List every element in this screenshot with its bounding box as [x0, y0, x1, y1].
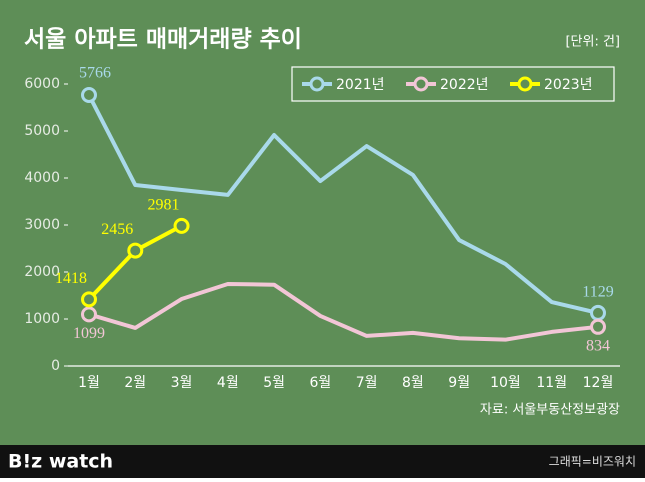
x-tick-label: 5월	[263, 375, 285, 391]
footer-bar	[0, 445, 645, 478]
legend-box	[291, 66, 615, 102]
x-tick-label: 1월	[78, 375, 100, 391]
point-marker	[81, 306, 97, 323]
data-label: 1129	[582, 284, 613, 301]
chart-title: 서울 아파트 매매거래량 추이	[24, 27, 302, 53]
point-marker	[173, 217, 190, 234]
series-line	[88, 281, 599, 342]
point-marker	[127, 242, 144, 259]
x-tick-label: 6월	[309, 375, 331, 391]
data-label: 5766	[79, 65, 111, 82]
series-line	[87, 94, 599, 315]
unit-note: [단위: 건]	[565, 35, 620, 50]
x-tick-label: 3월	[171, 375, 193, 391]
y-tick-label: 3000	[24, 217, 60, 233]
y-tick-label: 4000	[24, 170, 60, 186]
x-tick-label: 2월	[124, 375, 146, 391]
x-tick-label: 4월	[217, 375, 239, 391]
source: 자료: 서울부동산정보광장	[480, 403, 620, 418]
x-tick-label: 8월	[402, 375, 424, 391]
legend-label: 2023년	[544, 77, 593, 93]
point-marker	[590, 318, 606, 335]
x-tick-label: 9월	[448, 375, 470, 391]
y-tick-label: 1000	[24, 311, 60, 327]
x-tick-label: 7월	[356, 375, 378, 391]
y-tick-label: 6000	[24, 76, 60, 92]
data-label: 1099	[73, 325, 105, 342]
data-label: 834	[586, 337, 610, 354]
x-tick-label: 10월	[490, 375, 521, 391]
point-marker	[81, 86, 97, 103]
data-label: 1418	[55, 270, 87, 287]
legend-label: 2021년	[336, 77, 385, 93]
credit: 그래픽=비즈워치	[549, 455, 636, 469]
data-label: 2981	[148, 197, 180, 214]
x-tick-label: 12월	[583, 375, 614, 391]
legend-marker	[517, 76, 533, 92]
legend-marker	[309, 76, 325, 92]
legend-marker	[413, 76, 429, 92]
legend-label: 2022년	[440, 77, 489, 93]
y-tick-label: 0	[51, 358, 60, 374]
point-marker	[81, 291, 97, 308]
y-tick-label: 5000	[24, 123, 60, 139]
x-tick-label: 11월	[536, 375, 567, 391]
y-tick-label: 2000	[24, 264, 60, 280]
brand: B!z watch	[8, 451, 113, 473]
data-label: 2456	[101, 221, 133, 238]
point-marker	[590, 304, 606, 321]
